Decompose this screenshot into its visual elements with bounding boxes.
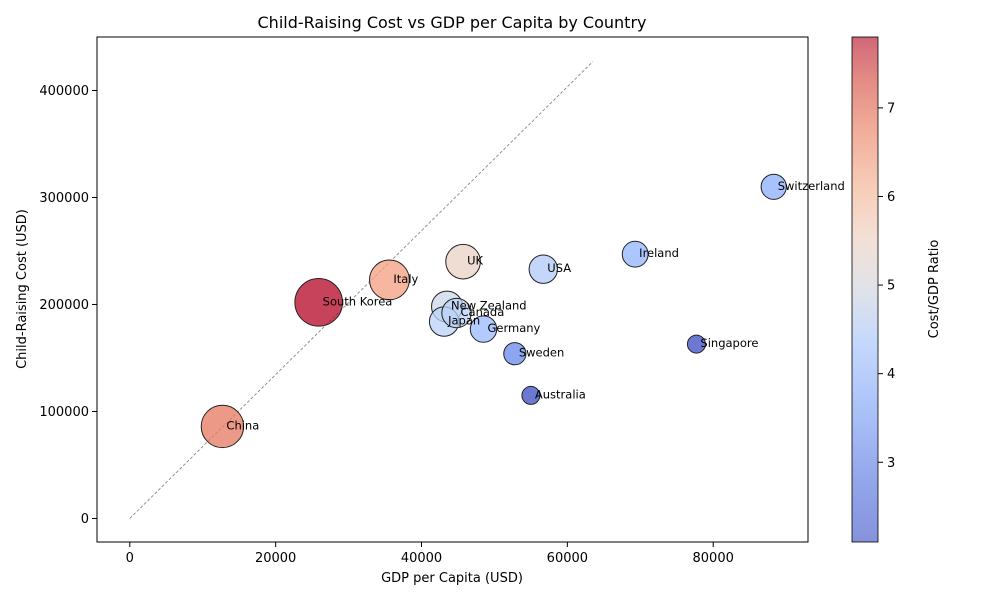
point-label: USA — [547, 261, 571, 275]
point-label: South Korea — [323, 294, 393, 308]
y-tick-label: 0 — [81, 512, 89, 527]
point-label: Singapore — [700, 336, 758, 350]
x-tick-label: 40000 — [401, 551, 442, 566]
colorbar-tick-label: 3 — [887, 456, 895, 471]
reference-line — [129, 61, 594, 519]
data-point[interactable] — [441, 297, 472, 329]
point-label: Switzerland — [778, 179, 845, 193]
point-label: Canada — [461, 305, 505, 319]
point-label: China — [226, 418, 259, 432]
y-tick-label: 300000 — [39, 191, 89, 206]
data-point[interactable] — [503, 342, 527, 366]
data-point[interactable] — [528, 254, 558, 284]
data-point[interactable] — [200, 404, 245, 449]
point-label: Germany — [487, 321, 540, 335]
point-label: Japan — [447, 314, 480, 328]
x-tick-label: 60000 — [547, 551, 588, 566]
colorbar-tick-label: 4 — [887, 367, 895, 382]
data-point[interactable] — [621, 240, 649, 268]
plot-frame — [96, 36, 809, 543]
data-point[interactable] — [521, 385, 541, 405]
data-point[interactable] — [294, 278, 343, 327]
chart-title: Child-Raising Cost vs GDP per Capita by … — [258, 13, 647, 32]
colorbar — [851, 36, 879, 543]
point-label: Ireland — [639, 246, 679, 260]
x-axis-label: GDP per Capita (USD) — [381, 571, 523, 586]
x-tick-label: 20000 — [255, 551, 296, 566]
x-tick-label: 0 — [126, 551, 134, 566]
point-label: Sweden — [519, 346, 564, 360]
point-label: UK — [467, 254, 483, 268]
data-point[interactable] — [686, 334, 706, 354]
colorbar-label: Cost/GDP Ratio — [927, 240, 942, 339]
point-label: Australia — [535, 387, 586, 401]
colorbar-tick-label: 7 — [887, 101, 895, 116]
data-point[interactable] — [445, 243, 481, 280]
colorbar-tick-label: 5 — [887, 279, 895, 294]
y-tick-label: 200000 — [39, 298, 89, 313]
y-tick-label: 100000 — [39, 405, 89, 420]
data-point[interactable] — [469, 315, 498, 343]
point-label: Italy — [393, 272, 418, 286]
point-label: New Zealand — [451, 299, 527, 313]
x-tick-label: 80000 — [693, 551, 734, 566]
data-point[interactable] — [369, 259, 410, 301]
colorbar-tick-label: 6 — [887, 190, 895, 205]
y-tick-label: 400000 — [39, 84, 89, 99]
y-axis-label: Child-Raising Cost (USD) — [15, 209, 30, 369]
data-point[interactable] — [760, 173, 787, 200]
